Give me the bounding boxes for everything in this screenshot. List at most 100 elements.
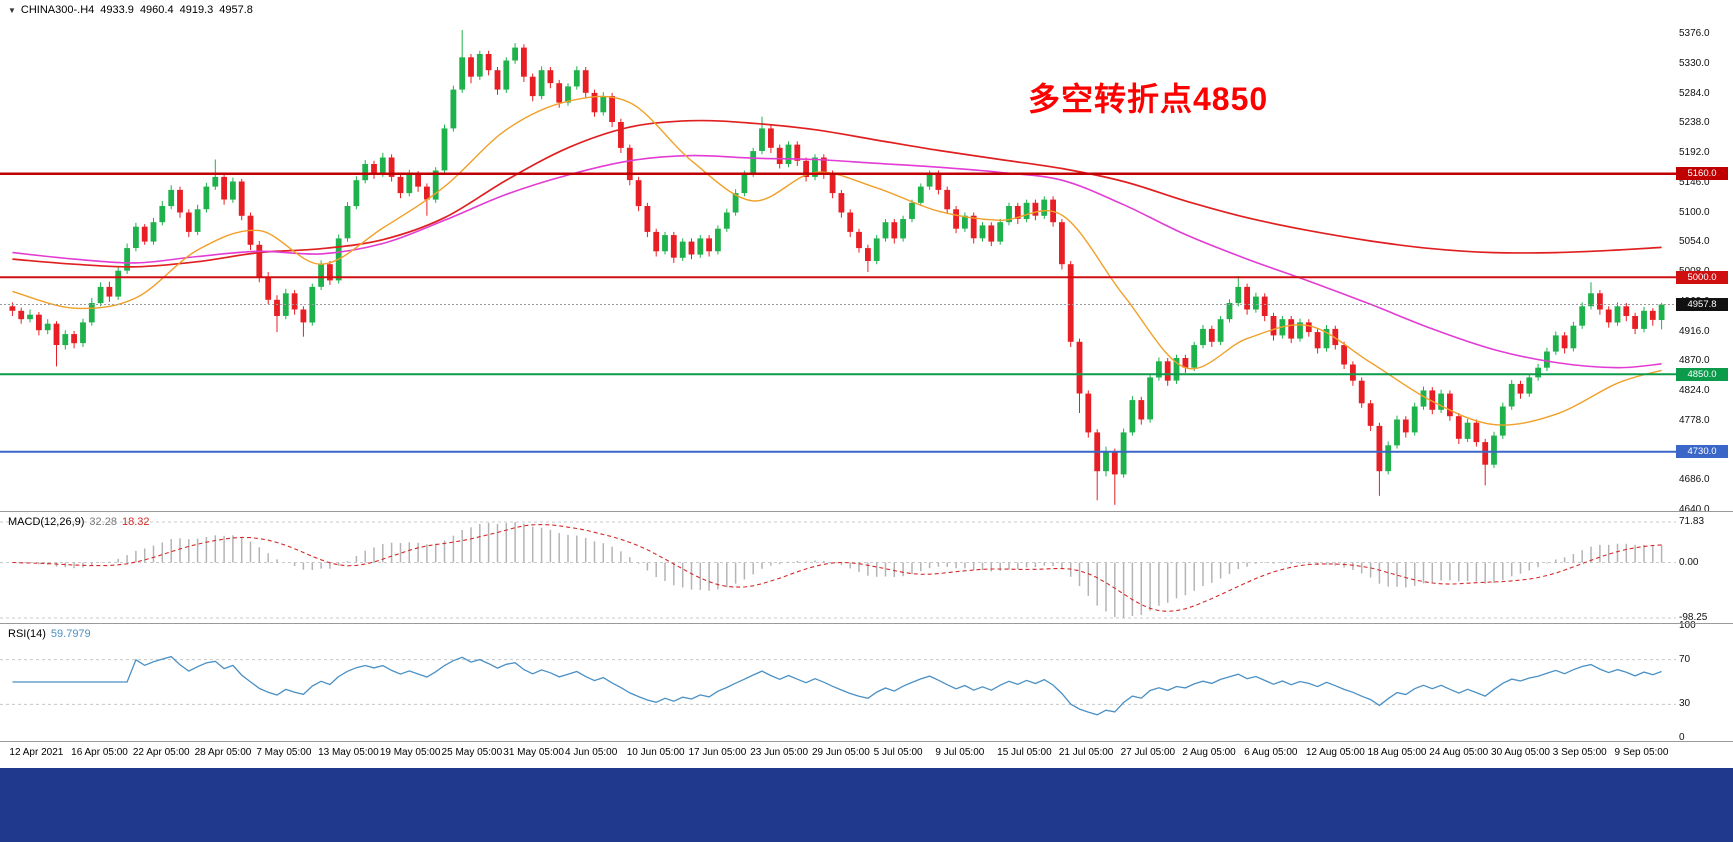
candle <box>812 154 818 181</box>
candle <box>353 176 360 210</box>
candle <box>750 147 757 177</box>
panel-separator <box>0 741 1733 742</box>
candle <box>688 238 695 260</box>
candle <box>168 185 175 210</box>
candle <box>600 92 607 116</box>
rsi-axis-label: 100 <box>1679 620 1696 631</box>
candle <box>1341 341 1347 369</box>
candle <box>873 235 880 265</box>
price-axis[interactable]: 5160.0 5000.0 4850.0 4730.0 4957.8 5376.0 5330… <box>1676 0 1733 743</box>
candle <box>1508 380 1515 410</box>
candle <box>1305 319 1312 337</box>
candle <box>1623 303 1630 322</box>
candle <box>1270 312 1277 341</box>
candle <box>732 189 739 216</box>
candle <box>1076 338 1083 413</box>
candle <box>1464 418 1471 443</box>
time-axis-label: 9 Sep 05:00 <box>1614 747 1669 758</box>
candle <box>36 312 42 336</box>
time-axis-label: 16 Apr 05:00 <box>71 747 128 758</box>
candle <box>1120 428 1127 478</box>
candle <box>538 66 545 100</box>
candle <box>909 199 915 223</box>
candle <box>670 231 677 263</box>
candle <box>62 330 69 350</box>
rsi-value: 59.7979 <box>50 628 91 640</box>
candle <box>106 281 113 302</box>
candle <box>450 85 457 132</box>
candle <box>565 83 571 106</box>
candle <box>1226 299 1233 323</box>
candle <box>88 297 95 326</box>
candle <box>644 202 651 238</box>
level-price-tag: 5160.0 <box>1676 167 1728 181</box>
chart-dropdown-icon[interactable]: ▼ <box>8 6 16 15</box>
candle <box>150 217 157 245</box>
candle <box>1253 292 1259 313</box>
candle <box>768 125 774 153</box>
candle <box>1482 438 1489 486</box>
price-tick-label: 4916.0 <box>1679 325 1710 337</box>
macd-axis-label: 71.83 <box>1679 516 1705 527</box>
candle <box>1314 328 1321 354</box>
candle <box>1200 325 1206 349</box>
candle <box>1244 283 1250 315</box>
candle <box>1067 261 1074 347</box>
candle <box>609 92 615 128</box>
candle <box>1614 302 1621 326</box>
ohlc-header: ▼ CHINA300-.H4 4933.9 4960.4 4919.3 4957.8 <box>8 4 259 16</box>
time-axis-label: 27 Jul 05:00 <box>1120 747 1176 758</box>
candle <box>1367 400 1374 432</box>
rsi-line <box>12 655 1662 716</box>
candle <box>318 260 324 291</box>
current-price-tag: 4957.8 <box>1676 297 1728 311</box>
candle <box>1182 354 1189 373</box>
candle <box>512 43 518 64</box>
candle <box>1147 374 1153 423</box>
candle <box>1156 357 1162 381</box>
candle <box>397 173 404 199</box>
macd-signal-line <box>12 524 1662 612</box>
candle <box>1535 363 1541 381</box>
candle <box>1041 196 1048 219</box>
candle <box>159 200 166 226</box>
candle <box>1208 325 1215 347</box>
candle <box>247 212 254 250</box>
time-axis-label: 19 May 05:00 <box>379 747 441 758</box>
annotation-text[interactable]: 多空转折点4850 <box>1028 81 1269 117</box>
ohlc-low: 4919.3 <box>179 4 214 16</box>
time-axis-label: 30 Aug 05:00 <box>1491 747 1550 758</box>
candle <box>1473 419 1480 447</box>
candle <box>759 116 765 155</box>
candle <box>635 176 642 212</box>
candle <box>494 67 501 95</box>
price-tick-label: 5192.0 <box>1679 147 1710 158</box>
price-tick-label: 5284.0 <box>1679 87 1710 99</box>
rsi-axis-label: 70 <box>1679 653 1691 665</box>
candle <box>53 321 60 367</box>
candle <box>829 170 836 199</box>
time-axis-label: 23 Jun 05:00 <box>750 747 809 758</box>
candle <box>1164 358 1171 386</box>
time-axis-label: 28 Apr 05:00 <box>194 747 252 758</box>
time-axis-label: 12 Apr 2021 <box>9 747 64 758</box>
candle <box>1570 321 1577 352</box>
time-axis[interactable]: 12 Apr 2021 16 Apr 05:00 22 Apr 05:00 28 Ap… <box>0 742 1676 768</box>
time-axis-label: 9 Jul 05:00 <box>935 747 985 758</box>
candle <box>776 144 783 169</box>
macd-axis-label: 0.00 <box>1679 556 1699 568</box>
macd-value-main: 32.28 <box>89 516 117 528</box>
bottom-bar <box>0 768 1733 842</box>
candle <box>1094 429 1101 501</box>
price-tick-label: 5054.0 <box>1679 236 1710 248</box>
chart-canvas[interactable] <box>0 0 1676 743</box>
candle <box>953 206 959 234</box>
candle <box>238 178 245 221</box>
candle <box>679 238 686 261</box>
candle <box>1358 377 1365 408</box>
candle <box>291 290 298 315</box>
candle <box>803 157 809 182</box>
candle <box>1597 290 1603 315</box>
ohlc-close: 4957.8 <box>219 4 253 16</box>
